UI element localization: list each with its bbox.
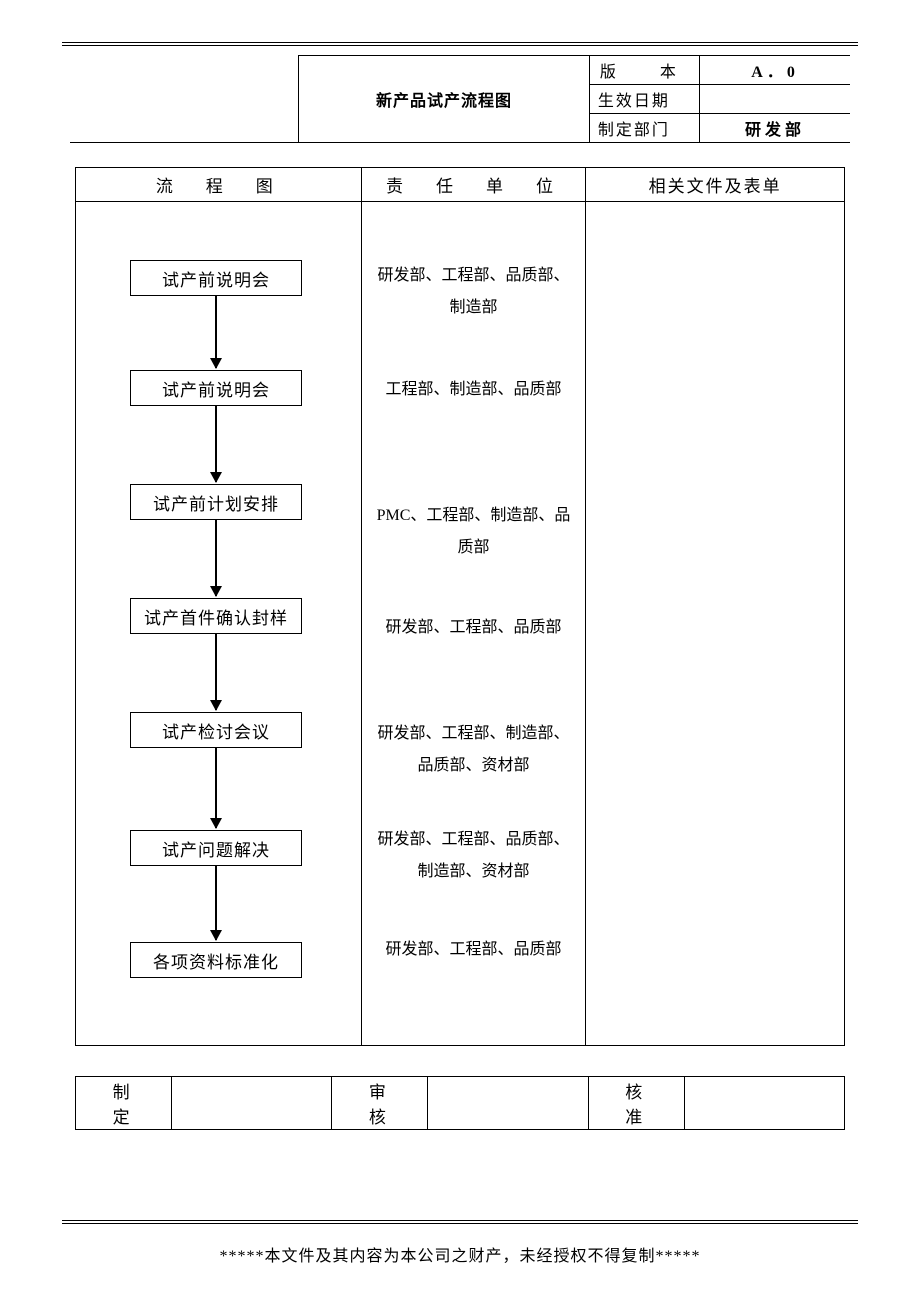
- flow-arrow: [215, 634, 217, 710]
- sig-value-review: [428, 1077, 588, 1130]
- main-header-row: 流 程 图 责 任 单 位 相关文件及表单: [76, 168, 845, 202]
- responsibility-text: 工程部、制造部、品质部: [362, 374, 586, 406]
- col-header-resp: 责 任 单 位: [361, 168, 586, 202]
- header-label-dept: 制定部门: [589, 114, 699, 143]
- doc-title: 新产品试产流程图: [299, 56, 590, 143]
- flow-arrow: [215, 406, 217, 482]
- footer-note: *****本文件及其内容为本公司之财产，未经授权不得复制*****: [0, 1242, 920, 1266]
- flow-node: 试产检讨会议: [130, 712, 302, 748]
- flow-arrow: [215, 520, 217, 596]
- responsibility-cell: 研发部、工程部、品质部、制造部工程部、制造部、品质部 PMC、工程部、制造部、品质…: [361, 202, 586, 1046]
- responsibility-text: 研发部、工程部、品质部、制造部: [362, 260, 586, 324]
- flow-node: 试产问题解决: [130, 830, 302, 866]
- header-label-version: 版 本: [589, 56, 699, 85]
- responsibility-text: 研发部、工程部、制造部、品质部、资材部: [362, 718, 586, 782]
- flow-arrow: [215, 866, 217, 940]
- header-logo-cell: [70, 56, 299, 143]
- sig-label-review: 审 核: [332, 1077, 428, 1130]
- responsibility-text: PMC、工程部、制造部、品质部: [362, 500, 586, 564]
- flow-node: 试产首件确认封样: [130, 598, 302, 634]
- responsibility-text: 研发部、工程部、品质部、制造部、资材部: [362, 824, 586, 888]
- header-label-date: 生效日期: [589, 85, 699, 114]
- sig-value-prepare: [172, 1077, 332, 1130]
- header-value-dept: 研发部: [700, 114, 850, 143]
- main-body-row: 试产前说明会试产前说明会试产前计划安排试产首件确认封样试产检讨会议试产问题解决各…: [76, 202, 845, 1046]
- flow-arrow: [215, 748, 217, 828]
- signature-table: 制 定 审 核 核 准: [75, 1076, 845, 1130]
- header-table: 新产品试产流程图 版 本 A．0 生效日期 制定部门 研发部: [70, 55, 850, 143]
- main-table: 流 程 图 责 任 单 位 相关文件及表单 试产前说明会试产前说明会试产前计划安…: [75, 167, 845, 1046]
- flow-node: 试产前说明会: [130, 370, 302, 406]
- col-header-flow: 流 程 图: [76, 168, 362, 202]
- header-value-version: A．0: [700, 56, 850, 85]
- flow-node: 试产前说明会: [130, 260, 302, 296]
- responsibility-text: 研发部、工程部、品质部: [362, 934, 586, 966]
- flow-node: 各项资料标准化: [130, 942, 302, 978]
- flow-node: 试产前计划安排: [130, 484, 302, 520]
- sig-label-approve: 核 准: [588, 1077, 684, 1130]
- col-header-docs: 相关文件及表单: [586, 168, 845, 202]
- header-value-date: [700, 85, 850, 114]
- sig-label-prepare: 制 定: [76, 1077, 172, 1130]
- documents-cell: [586, 202, 845, 1046]
- flowchart-cell: 试产前说明会试产前说明会试产前计划安排试产首件确认封样试产检讨会议试产问题解决各…: [76, 202, 362, 1046]
- page: 新产品试产流程图 版 本 A．0 生效日期 制定部门 研发部 流 程 图 责 任…: [0, 0, 920, 1302]
- sig-value-approve: [684, 1077, 844, 1130]
- responsibility-text: 研发部、工程部、品质部: [362, 612, 586, 644]
- flow-arrow: [215, 296, 217, 368]
